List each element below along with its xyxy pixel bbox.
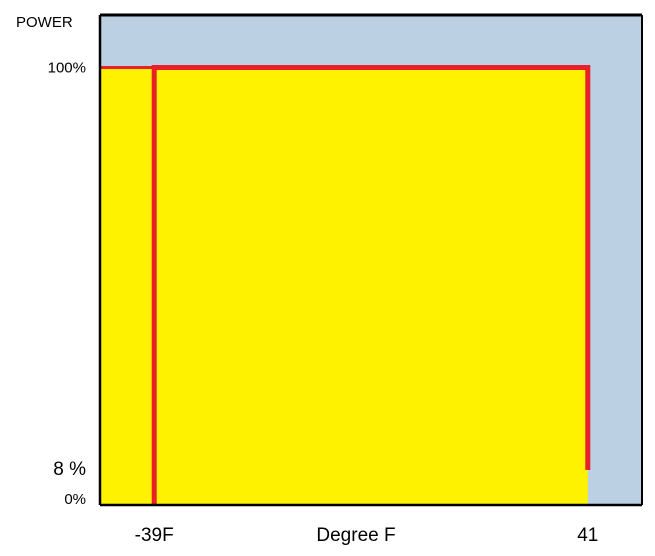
y-tick-label: 0% [64, 491, 86, 508]
y-tick-label: 8 % [53, 459, 86, 480]
x-tick-label: 41 [577, 525, 598, 546]
operating-region [100, 67, 588, 505]
series-layer [100, 65, 591, 505]
y-tick-label: 100% [48, 60, 86, 77]
y-tick-labels: 100% 8 % 0% [48, 60, 86, 509]
x-axis-label: Degree F [316, 525, 395, 546]
y-axis-label: POWER [16, 14, 73, 31]
x-tick-label: -39F [135, 525, 174, 546]
x-tick-labels: -39F 41 [135, 525, 599, 546]
series-line [151, 65, 591, 505]
